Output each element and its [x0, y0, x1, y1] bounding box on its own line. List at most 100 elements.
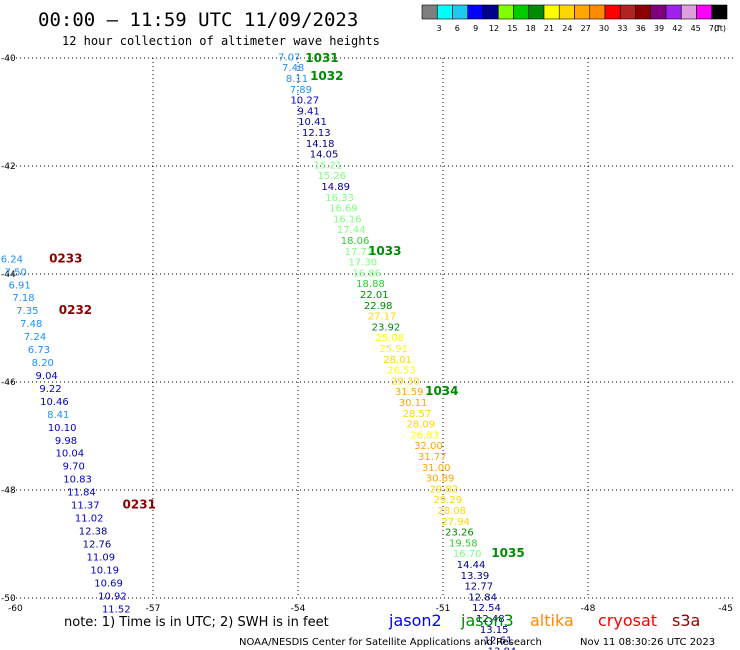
swh-value: 8.11: [286, 74, 308, 85]
swh-value: 16.86: [352, 268, 381, 279]
swh-value: 7.48: [282, 63, 304, 74]
colorbar-label: 12: [489, 24, 499, 33]
swh-value: 12.77: [464, 582, 493, 593]
plot-grid: [8, 57, 733, 599]
colorbar-label: 9: [473, 24, 478, 33]
swh-value: 26.83: [410, 430, 439, 441]
y-tick-label: -50: [1, 594, 16, 604]
colorbar-label: 36: [636, 24, 646, 33]
swh-value: 17.44: [337, 225, 366, 236]
swh-value: 18.06: [341, 236, 370, 247]
swh-value: 7.35: [16, 306, 38, 317]
legend-cryosat: cryosat: [598, 611, 657, 630]
swh-value: 12.76: [83, 539, 112, 550]
swh-value: 10.92: [98, 591, 127, 602]
swh-value: 12.84: [468, 592, 497, 603]
colorbar-swatch: [650, 4, 667, 20]
x-tick-label: -57: [146, 604, 161, 614]
colorbar-label: 45: [691, 24, 701, 33]
y-tick-label: -40: [1, 54, 16, 64]
swh-value: 25.08: [376, 333, 405, 344]
swh-value: 10.83: [63, 475, 92, 486]
swh-value: 12.13: [302, 128, 331, 139]
swh-value: 6.73: [28, 345, 50, 356]
swh-value: 6.24: [1, 254, 23, 265]
footer-timestamp: Nov 11 08:30:26 UTC 2023: [580, 637, 715, 648]
swh-value: 28.09: [406, 420, 435, 431]
swh-value: 14.05: [310, 150, 339, 161]
colorbar-swatch: [528, 4, 545, 20]
swh-value: 12.54: [472, 603, 501, 614]
swh-value: 16.16: [333, 214, 362, 225]
swh-value: 10.46: [40, 397, 69, 408]
swh-value: 6.91: [8, 280, 30, 291]
colorbar-label: 39: [654, 24, 664, 33]
colorbar-swatch: [558, 4, 575, 20]
time-marks: 1031 1032 1033 1034 1035 0233 0232 0231: [49, 51, 525, 560]
legend-jason3: jason3: [460, 611, 514, 630]
colorbar-label: 3: [436, 24, 441, 33]
swh-value: 7.50: [5, 267, 27, 278]
colorbar-label: 33: [617, 24, 627, 33]
swh-value: 9.70: [63, 462, 85, 473]
y-tick-label: -42: [1, 162, 16, 172]
colorbar-swatch: [635, 4, 652, 20]
colorbar-swatch: [711, 4, 728, 20]
swh-value: 17.30: [348, 258, 377, 269]
colorbar-swatch: [497, 4, 514, 20]
swh-value: 9.98: [55, 436, 77, 447]
swh-value: 13.39: [461, 571, 490, 582]
footer-credit: NOAA/NESDIS Center for Satellite Applica…: [239, 637, 542, 648]
colorbar: 3 6 9 12 15 18 21 24 27 30 33 36 39 42 45 70(ft): [421, 4, 728, 33]
pass-time-label: 1033: [368, 244, 401, 258]
swh-value: 25.91: [379, 344, 408, 355]
swh-value: 11.02: [75, 514, 104, 525]
x-tick-label: -51: [436, 604, 451, 614]
swh-value: 13.84: [488, 646, 517, 650]
colorbar-label: 30: [599, 24, 609, 33]
swh-value: 14.18: [306, 139, 335, 150]
swh-value: 29.29: [434, 495, 463, 506]
swh-value: 30.89: [426, 474, 455, 485]
swh-value: 18.88: [356, 279, 385, 290]
swh-value: 28.08: [437, 506, 466, 517]
swh-value: 7.89: [290, 85, 312, 96]
swh-value: 10.04: [56, 449, 85, 460]
colorbar-label: 21: [544, 24, 554, 33]
chart-title: 00:00 – 11:59 UTC 11/09/2023: [38, 9, 358, 31]
swh-value: 9.41: [298, 106, 320, 117]
swh-value: 27.17: [368, 312, 397, 323]
colorbar-swatch: [604, 4, 621, 20]
chart-subtitle: 12 hour collection of altimeter wave hei…: [62, 34, 380, 48]
swh-value: 26.53: [387, 366, 416, 377]
x-tick-label: -54: [291, 604, 306, 614]
swh-value: 27.94: [441, 517, 470, 528]
swh-value: 13.15: [480, 625, 509, 636]
swh-value: 11.52: [102, 604, 131, 615]
legend-altika: altika: [530, 611, 574, 630]
axis-ticks: -40 -42 -44 -46 -48 -50-60 -57 -54 -51 -48 -45: [1, 54, 733, 614]
legend-jason2: jason2: [388, 611, 442, 630]
colorbar-unit: (ft): [714, 24, 726, 33]
swh-value: 29.30: [391, 376, 420, 387]
swh-value: 9.22: [39, 384, 61, 395]
colorbar-swatch: [696, 4, 713, 20]
y-tick-label: -48: [1, 486, 16, 496]
swh-value: 28.57: [403, 409, 432, 420]
swh-value: 12.61: [484, 636, 513, 647]
colorbar-label: 24: [562, 24, 572, 33]
swh-value: 15.26: [318, 171, 347, 182]
colorbar-swatch: [452, 4, 469, 20]
swh-value: 30.11: [399, 398, 428, 409]
swh-value: 11.37: [71, 501, 100, 512]
legend-note: note: 1) Time is in UTC; 2) SWH is in fe…: [64, 615, 329, 630]
swh-value: 11.09: [86, 552, 115, 563]
swh-value: 22.01: [360, 290, 389, 301]
colorbar-swatch: [482, 4, 499, 20]
legend-s3a: s3a: [672, 611, 700, 630]
swh-points: 7.077.488.117.8910.279.4110.4112.1314.18…: [1, 52, 517, 650]
swh-value: 32.00: [414, 441, 443, 452]
y-tick-label: -44: [1, 270, 16, 280]
swh-value: 10.19: [90, 565, 119, 576]
colorbar-swatch: [513, 4, 530, 20]
